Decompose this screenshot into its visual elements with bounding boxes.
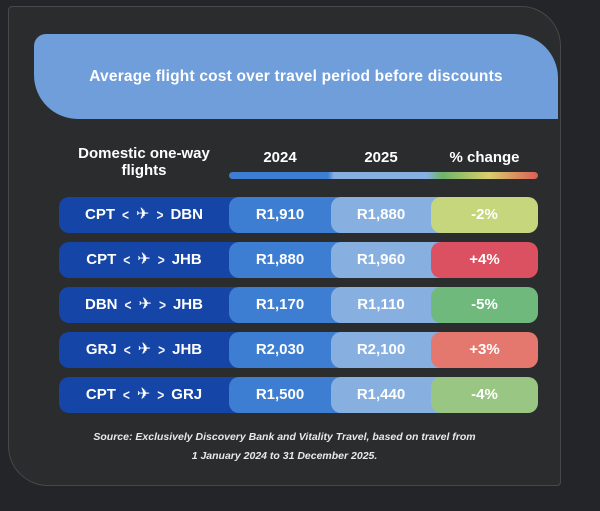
cost-2024-cell: R1,910 bbox=[229, 197, 351, 233]
right-angle-icon: > bbox=[156, 206, 164, 224]
column-header-2024: 2024 bbox=[263, 149, 297, 166]
column-header-flights-line1: Domestic one-way bbox=[78, 145, 210, 162]
table-row: CPT < ✈ > JHB R1,880 R1,960 +4% bbox=[59, 242, 538, 278]
gradient-underline-bar bbox=[229, 172, 538, 179]
left-angle-icon: < bbox=[124, 296, 132, 314]
plane-icon: ✈ bbox=[138, 296, 152, 313]
table-row: CPT < ✈ > DBN R1,910 R1,880 -2% bbox=[59, 197, 538, 233]
left-angle-icon: < bbox=[123, 251, 131, 269]
origin-code: CPT bbox=[85, 206, 116, 223]
cost-2024-cell: R2,030 bbox=[229, 332, 351, 368]
destination-code: DBN bbox=[170, 206, 203, 223]
route-cell: CPT < ✈ > DBN bbox=[59, 197, 249, 233]
plane-icon: ✈ bbox=[136, 206, 150, 223]
page-title: Average flight cost over travel period b… bbox=[89, 67, 503, 85]
percent-change-cell: -5% bbox=[431, 287, 538, 323]
left-angle-icon: < bbox=[122, 386, 130, 404]
plane-icon: ✈ bbox=[137, 251, 151, 268]
column-header-2025: 2025 bbox=[364, 149, 398, 166]
column-header-percent-change: % change bbox=[449, 149, 520, 166]
percent-change-cell: +4% bbox=[431, 242, 538, 278]
destination-code: JHB bbox=[172, 296, 203, 313]
cost-2024-cell: R1,880 bbox=[229, 242, 351, 278]
origin-code: CPT bbox=[86, 251, 117, 268]
table-row: GRJ < ✈ > JHB R2,030 R2,100 +3% bbox=[59, 332, 538, 368]
origin-code: DBN bbox=[85, 296, 118, 313]
right-angle-icon: > bbox=[157, 251, 165, 269]
origin-code: GRJ bbox=[85, 341, 117, 358]
cost-2024-cell: R1,170 bbox=[229, 287, 351, 323]
right-angle-icon: > bbox=[158, 341, 166, 359]
card: Average flight cost over travel period b… bbox=[8, 6, 561, 486]
title-banner: Average flight cost over travel period b… bbox=[34, 34, 558, 119]
left-angle-icon: < bbox=[122, 206, 130, 224]
origin-code: CPT bbox=[85, 386, 116, 403]
source-note-line1: Source: Exclusively Discovery Bank and V… bbox=[93, 431, 476, 443]
route-cell: GRJ < ✈ > JHB bbox=[59, 332, 249, 368]
cost-2024-cell: R1,500 bbox=[229, 377, 351, 413]
table-row: DBN < ✈ > JHB R1,170 R1,110 -5% bbox=[59, 287, 538, 323]
column-header-flights-line2: flights bbox=[121, 162, 167, 179]
percent-change-cell: -4% bbox=[431, 377, 538, 413]
right-angle-icon: > bbox=[158, 296, 166, 314]
table-row: CPT < ✈ > GRJ R1,500 R1,440 -4% bbox=[59, 377, 538, 413]
route-cell: DBN < ✈ > JHB bbox=[59, 287, 249, 323]
route-cell: CPT < ✈ > JHB bbox=[59, 242, 249, 278]
column-header-flights: Domestic one-way flights bbox=[59, 145, 229, 179]
percent-change-cell: +3% bbox=[431, 332, 538, 368]
destination-code: JHB bbox=[171, 251, 202, 268]
plane-icon: ✈ bbox=[136, 386, 151, 403]
source-note-line2: 1 January 2024 to 31 December 2025. bbox=[191, 450, 378, 462]
plane-icon: ✈ bbox=[137, 341, 152, 358]
percent-change-cell: -2% bbox=[431, 197, 538, 233]
source-note: Source: Exclusively Discovery Bank and V… bbox=[9, 428, 560, 466]
table-body: CPT < ✈ > DBN R1,910 R1,880 -2% CPT < ✈ … bbox=[59, 197, 538, 413]
destination-code: GRJ bbox=[171, 386, 203, 403]
right-angle-icon: > bbox=[157, 386, 165, 404]
left-angle-icon: < bbox=[123, 341, 131, 359]
route-cell: CPT < ✈ > GRJ bbox=[59, 377, 249, 413]
destination-code: JHB bbox=[172, 341, 203, 358]
